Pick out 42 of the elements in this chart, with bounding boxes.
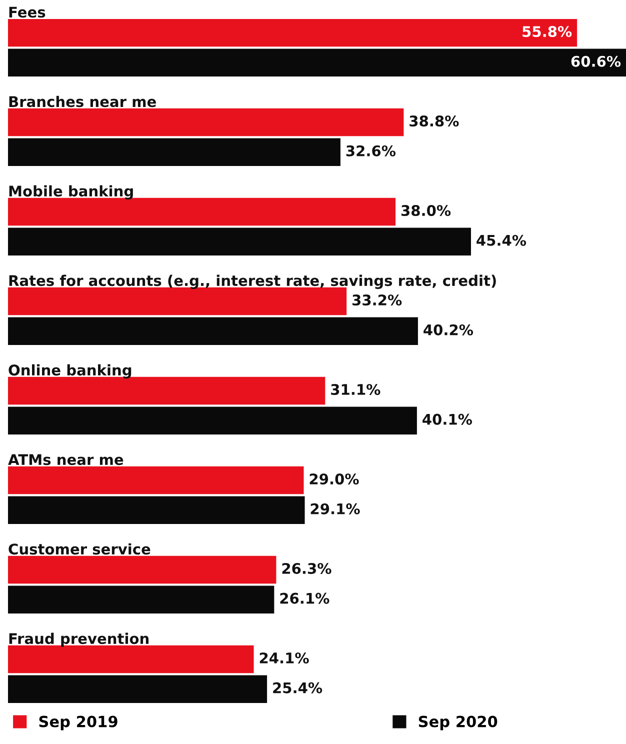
y-tick-label: Fees <box>9 6 46 18</box>
bar <box>8 138 340 166</box>
bar <box>8 675 268 703</box>
bar <box>8 18 578 47</box>
legend-label: Sep 2019 <box>39 716 118 730</box>
bar <box>8 586 274 614</box>
data-label: 32.6% <box>346 145 396 156</box>
data-label: 33.2% <box>352 294 402 306</box>
legend-label: Sep 2020 <box>418 716 498 730</box>
bar <box>8 228 471 256</box>
bar <box>8 466 304 494</box>
bar <box>8 48 626 77</box>
data-label: 24.1% <box>260 652 309 664</box>
data-label: 38.8% <box>410 116 459 127</box>
data-label: 40.2% <box>424 324 474 336</box>
data-label: 45.4% <box>476 234 526 246</box>
data-label: 29.0% <box>310 473 359 485</box>
bar <box>8 108 404 136</box>
bar <box>8 376 326 405</box>
bar <box>8 645 254 674</box>
bar <box>8 556 276 584</box>
data-label: 31.1% <box>331 384 380 396</box>
y-tick-label: Fraud prevention <box>9 632 148 647</box>
y-tick-label: Branches near me <box>9 96 156 108</box>
data-label: 26.3% <box>282 562 332 574</box>
data-label: 29.1% <box>310 503 360 514</box>
bar <box>8 287 347 316</box>
data-label: 26.1% <box>280 592 330 604</box>
bar <box>8 406 417 434</box>
y-tick-label: Online banking <box>8 364 132 379</box>
data-label: 55.8% <box>522 26 572 38</box>
data-label: 38.0% <box>401 204 451 216</box>
data-label: 60.6% <box>571 56 621 67</box>
bar <box>8 496 305 524</box>
data-label: 25.4% <box>273 682 322 694</box>
data-label: 40.1% <box>422 414 472 425</box>
y-tick-label: ATMs near me <box>8 454 124 466</box>
y-tick-label: Customer service <box>8 543 150 555</box>
bar <box>8 198 396 226</box>
bar <box>8 317 418 345</box>
y-tick-label: Mobile banking <box>9 185 133 200</box>
y-tick-label: Rates for accounts (e.g., interest rate, savings rate, credit) <box>9 274 496 290</box>
